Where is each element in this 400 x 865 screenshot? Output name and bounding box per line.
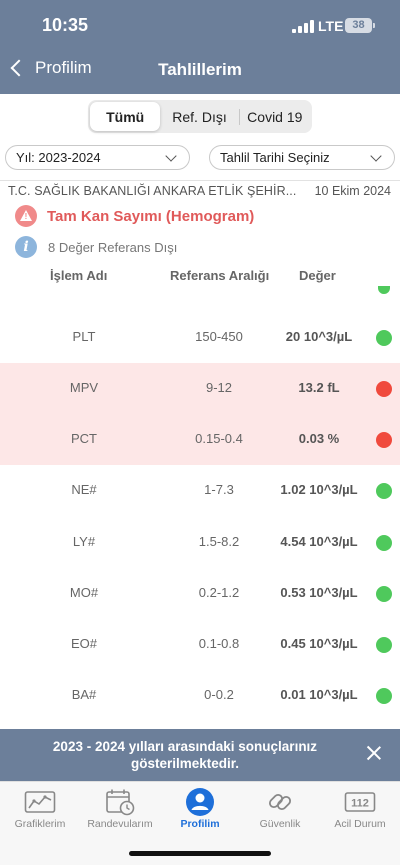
row-value: 0.01 10^3/µL bbox=[280, 687, 358, 702]
row-name: PCT bbox=[71, 431, 97, 446]
row-value: 20 10^3/µL bbox=[285, 329, 353, 344]
chart-icon bbox=[24, 791, 56, 813]
row-value: 0.53 10^3/µL bbox=[280, 585, 358, 600]
segment-out-of-range[interactable]: Ref. Dışı bbox=[172, 108, 227, 125]
row-range: 0-0.2 bbox=[204, 687, 234, 702]
segment-all[interactable]: Tümü bbox=[90, 102, 161, 131]
signal-icon bbox=[292, 20, 314, 33]
tab-profile[interactable]: Profilim bbox=[160, 782, 240, 842]
page-title: Tahlillerim bbox=[0, 60, 400, 80]
test-info-row: i 8 Değer Referans Dışı bbox=[15, 236, 177, 258]
info-icon: i bbox=[15, 236, 37, 258]
status-dot bbox=[376, 432, 392, 448]
row-range: 150-450 bbox=[195, 329, 243, 344]
calendar-icon bbox=[106, 789, 135, 816]
tab-label: Güvenlik bbox=[259, 818, 301, 830]
row-value: 4.54 10^3/µL bbox=[280, 534, 358, 549]
segment-control: Tümü Ref. Dışı Covid 19 bbox=[88, 100, 312, 133]
tab-emergency[interactable]: 112 Acil Durum bbox=[320, 782, 400, 842]
status-dot bbox=[376, 483, 392, 499]
status-dot-partial bbox=[378, 286, 390, 294]
divider bbox=[0, 180, 400, 181]
network-label: LTE bbox=[318, 18, 344, 34]
link-icon bbox=[268, 793, 292, 811]
row-name: PLT bbox=[72, 329, 96, 344]
table-row[interactable]: MO# 0.2-1.2 0.53 10^3/µL bbox=[0, 568, 400, 619]
row-range: 1-7.3 bbox=[204, 482, 234, 497]
header-value: Değer bbox=[299, 268, 336, 283]
profile-icon bbox=[186, 788, 214, 816]
out-of-range-count: 8 Değer Referans Dışı bbox=[48, 239, 178, 255]
tab-label: Acil Durum bbox=[334, 818, 386, 830]
row-name: MO# bbox=[69, 585, 99, 600]
table-row[interactable]: NE# 1-7.3 1.02 10^3/µL bbox=[0, 465, 400, 516]
table-row[interactable]: EO# 0.1-0.8 0.45 10^3/µL bbox=[0, 619, 400, 670]
test-title-row[interactable]: ! Tam Kan Sayımı (Hemogram) bbox=[15, 205, 254, 227]
row-name: NE# bbox=[71, 482, 97, 497]
home-indicator bbox=[129, 851, 271, 856]
table-row[interactable]: PLT 150-450 20 10^3/µL bbox=[0, 312, 400, 363]
row-value: 0.45 10^3/µL bbox=[280, 636, 358, 651]
emergency-number: 112 bbox=[351, 798, 369, 810]
status-dot bbox=[376, 586, 392, 602]
header-range: Referans Aralığı bbox=[170, 268, 270, 283]
battery-icon: 38 bbox=[345, 18, 375, 33]
info-toast: 2023 - 2024 yılları arasındaki sonuçları… bbox=[0, 729, 400, 781]
header: 10:35 LTE 38 Profilim Tahlillerim bbox=[0, 0, 400, 94]
date-select-placeholder: Tahlil Tarihi Seçiniz bbox=[220, 150, 330, 165]
row-value: 0.03 % bbox=[298, 431, 340, 446]
table-row[interactable]: PCT 0.15-0.4 0.03 % bbox=[0, 414, 400, 465]
status-time: 10:35 bbox=[42, 15, 89, 35]
tab-appointments[interactable]: Randevularım bbox=[80, 782, 160, 842]
nav-bar: Profilim Tahlillerim bbox=[0, 48, 400, 94]
table-row[interactable]: LY# 1.5-8.2 4.54 10^3/µL bbox=[0, 517, 400, 568]
date-select[interactable]: Tahlil Tarihi Seçiniz bbox=[209, 145, 395, 170]
toast-message: 2023 - 2024 yılları arasındaki sonuçları… bbox=[52, 739, 318, 771]
row-value: 1.02 10^3/µL bbox=[280, 482, 358, 497]
lab-date: 10 Ekim 2024 bbox=[314, 184, 391, 198]
tab-graphs[interactable]: Grafiklerim bbox=[0, 782, 80, 842]
lab-name: T.C. SAĞLIK BAKANLIĞI ANKARA ETLİK ŞEHİR… bbox=[8, 184, 297, 198]
segment-covid19[interactable]: Covid 19 bbox=[247, 108, 303, 125]
table-row[interactable]: BA# 0-0.2 0.01 10^3/µL bbox=[0, 670, 400, 721]
tab-security[interactable]: Güvenlik bbox=[240, 782, 320, 842]
row-range: 0.15-0.4 bbox=[195, 431, 243, 446]
segment-divider bbox=[238, 108, 240, 125]
header-name: İşlem Adı bbox=[50, 268, 108, 283]
chevron-down-icon bbox=[165, 150, 177, 162]
row-range: 1.5-8.2 bbox=[198, 534, 240, 549]
tab-label: Profilim bbox=[180, 818, 220, 830]
row-name: EO# bbox=[70, 636, 97, 651]
status-dot bbox=[376, 381, 392, 397]
year-select-value: Yıl: 2023-2024 bbox=[16, 150, 101, 165]
chevron-down-icon bbox=[370, 150, 382, 162]
tab-label: Grafiklerim bbox=[14, 818, 66, 830]
page-title-text: Tahlillerim bbox=[158, 60, 242, 79]
row-name: MPV bbox=[69, 380, 99, 395]
status-dot bbox=[376, 637, 392, 653]
back-button[interactable]: Profilim bbox=[8, 58, 92, 78]
back-label: Profilim bbox=[35, 58, 92, 77]
table-row[interactable]: MPV 9-12 13.2 fL bbox=[0, 363, 400, 414]
warning-icon: ! bbox=[15, 205, 37, 227]
year-select[interactable]: Yıl: 2023-2024 bbox=[5, 145, 190, 170]
status-dot bbox=[376, 535, 392, 551]
row-name: LY# bbox=[72, 534, 96, 549]
row-range: 9-12 bbox=[205, 380, 233, 395]
status-bar: 10:35 LTE 38 bbox=[0, 0, 400, 48]
tab-label: Randevularım bbox=[87, 818, 153, 830]
status-dot bbox=[376, 330, 392, 346]
row-range: 0.1-0.8 bbox=[198, 636, 240, 651]
close-icon[interactable] bbox=[366, 745, 382, 761]
row-name: BA# bbox=[71, 687, 97, 702]
emergency-112-icon: 112 bbox=[344, 792, 376, 812]
test-name: Tam Kan Sayımı (Hemogram) bbox=[47, 207, 255, 225]
table-header: İşlem Adı Referans Aralığı Değer bbox=[0, 268, 400, 288]
row-value: 13.2 fL bbox=[298, 380, 340, 395]
row-range: 0.2-1.2 bbox=[198, 585, 240, 600]
status-dot bbox=[376, 688, 392, 704]
